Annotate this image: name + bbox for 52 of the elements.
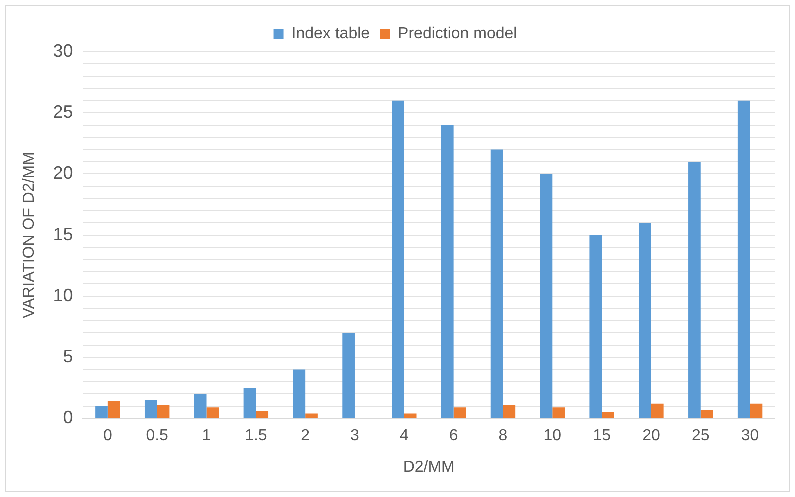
y-tick-label: 10 — [53, 285, 74, 306]
bar — [392, 100, 404, 418]
bar — [404, 414, 417, 418]
bar — [700, 410, 714, 418]
bar — [96, 406, 108, 418]
bar — [639, 223, 652, 418]
x-tick-label: 3 — [350, 428, 360, 445]
x-tick-label: 2 — [301, 428, 310, 445]
x-tick-label: 10 — [544, 428, 562, 445]
y-tick-label: 0 — [63, 408, 74, 428]
legend-label: Index table — [292, 25, 370, 42]
x-tick-label: 1 — [202, 428, 212, 445]
x-tick-label: 15 — [593, 428, 612, 445]
y-tick-label: 30 — [53, 40, 74, 61]
bar — [306, 414, 318, 418]
legend-label: Prediction model — [398, 25, 518, 42]
y-tick-label: 15 — [53, 224, 74, 244]
bar — [441, 125, 454, 418]
bar — [602, 412, 614, 418]
x-tick-label: 1.5 — [245, 428, 268, 445]
bar — [651, 404, 664, 418]
bar — [144, 400, 158, 418]
bar — [342, 333, 355, 418]
x-tick-label: 20 — [642, 428, 660, 445]
bar — [293, 370, 306, 418]
y-tick-label: 5 — [63, 346, 74, 366]
bar — [738, 100, 750, 418]
bar — [454, 408, 466, 418]
bar — [244, 388, 256, 418]
bar — [194, 394, 207, 418]
y-tick-label: 25 — [53, 102, 74, 122]
y-tick-label: 20 — [53, 163, 74, 184]
x-tick-label: 8 — [498, 428, 508, 445]
x-axis-title: D2/MM — [403, 458, 455, 476]
bar — [157, 405, 170, 418]
bar — [108, 401, 120, 418]
y-axis-title: VARIATION OF D2/MM — [21, 152, 38, 319]
bar — [688, 162, 701, 418]
bar — [503, 405, 516, 418]
bar — [490, 150, 504, 418]
x-tick-label: 25 — [692, 428, 710, 445]
x-tick-label: 0.5 — [146, 428, 169, 445]
x-tick-label: 30 — [741, 428, 760, 445]
bar — [552, 408, 565, 418]
bar — [750, 404, 763, 418]
bar — [590, 235, 602, 418]
x-tick-label: 0 — [103, 428, 112, 445]
bar — [206, 408, 220, 418]
bar — [256, 411, 269, 418]
x-tick-label: 4 — [400, 428, 409, 445]
x-tick-label: 6 — [449, 428, 458, 445]
bar — [540, 174, 553, 418]
